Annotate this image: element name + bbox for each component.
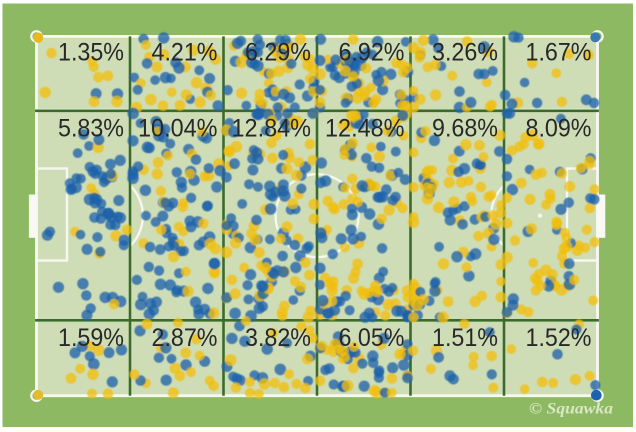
svg-text:1.51%: 1.51% <box>432 324 498 352</box>
svg-text:10.04%: 10.04% <box>138 114 218 142</box>
svg-text:5.83%: 5.83% <box>58 114 124 142</box>
svg-text:1.35%: 1.35% <box>58 38 124 66</box>
svg-text:12.84%: 12.84% <box>232 114 312 142</box>
svg-text:6.92%: 6.92% <box>339 38 405 66</box>
svg-text:9.68%: 9.68% <box>432 114 498 142</box>
svg-text:3.82%: 3.82% <box>245 324 311 352</box>
svg-text:2.87%: 2.87% <box>152 324 218 352</box>
svg-text:6.05%: 6.05% <box>339 324 405 352</box>
svg-text:1.52%: 1.52% <box>526 324 592 352</box>
svg-text:1.59%: 1.59% <box>58 324 124 352</box>
svg-text:© Squawka: © Squawka <box>529 401 613 418</box>
svg-text:3.26%: 3.26% <box>432 38 498 66</box>
svg-text:8.09%: 8.09% <box>526 114 592 142</box>
svg-text:1.67%: 1.67% <box>526 38 592 66</box>
svg-text:4.21%: 4.21% <box>152 38 218 66</box>
svg-text:12.48%: 12.48% <box>325 114 405 142</box>
svg-text:6.29%: 6.29% <box>245 38 311 66</box>
